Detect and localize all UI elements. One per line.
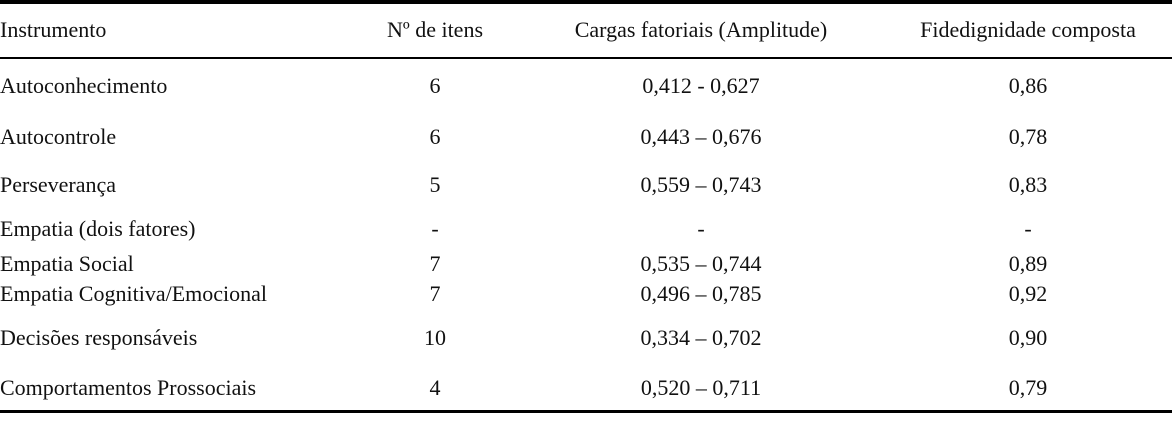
cell-instrument: Empatia Social [0,250,134,276]
cell-factor-loadings: 0,535 – 0,744 [640,250,762,276]
col-header-fidedignidade: Fidedignidade composta [920,17,1136,43]
table-header: Instrumento Nº de itens Cargas fatoriais… [0,2,1172,58]
cell-factor-loadings: - [697,215,705,241]
table-row-autoconhecimento: Autoconhecimento 6 0,412 - 0,627 0,86 [0,58,1172,113]
cell-instrument: Empatia (dois fatores) [0,215,196,241]
col-header-cargas-fatoriais: Cargas fatoriais (Amplitude) [574,17,828,43]
cell-n-items: 7 [429,250,441,276]
table-header-row: Instrumento Nº de itens Cargas fatoriais… [0,2,1172,58]
col-header-instrumento: Instrumento [0,17,107,43]
cell-factor-loadings: 0,412 - 0,627 [642,72,760,98]
cell-instrument: Autoconhecimento [0,72,168,98]
table-row-empatia-cognitiva: Empatia Cognitiva/Emocional 7 0,496 – 0,… [0,279,1172,310]
cell-n-items: 4 [429,374,441,400]
col-header-n-itens: Nº de itens [386,17,484,43]
cell-factor-loadings: 0,443 – 0,676 [640,124,762,150]
table-row-empatia-group: Empatia (dois fatores) - - - [0,209,1172,249]
cell-instrument: Perseverança [0,172,117,198]
table-row-comportamentos-prossociais: Comportamentos Prossociais 4 0,520 – 0,7… [0,366,1172,411]
table-row-perseveranca: Perseverança 5 0,559 – 0,743 0,83 [0,162,1172,209]
cell-factor-loadings: 0,520 – 0,711 [640,374,762,400]
cell-composite-reliability: 0,89 [1008,250,1048,276]
cell-factor-loadings: 0,334 – 0,702 [640,324,762,350]
cell-composite-reliability: 0,78 [1008,124,1048,150]
cell-factor-loadings: 0,559 – 0,743 [640,172,762,198]
cell-composite-reliability: 0,90 [1008,324,1048,350]
cell-n-items: - [431,215,439,241]
cell-instrument: Comportamentos Prossociais [0,374,257,400]
cell-n-items: 7 [429,281,441,307]
cell-composite-reliability: 0,92 [1008,281,1048,307]
cell-n-items: 6 [429,72,441,98]
cell-instrument: Empatia Cognitiva/Emocional [0,281,267,307]
cell-composite-reliability: 0,79 [1008,374,1048,400]
cell-factor-loadings: 0,496 – 0,785 [640,281,762,307]
table-row-empatia-social: Empatia Social 7 0,535 – 0,744 0,89 [0,249,1172,279]
table-row-decisoes-responsaveis: Decisões responsáveis 10 0,334 – 0,702 0… [0,310,1172,366]
cell-n-items: 6 [429,124,441,150]
cell-n-items: 10 [424,324,446,350]
table-row-autocontrole: Autocontrole 6 0,443 – 0,676 0,78 [0,113,1172,162]
cell-composite-reliability: 0,86 [1008,72,1048,98]
cell-composite-reliability: 0,83 [1008,172,1048,198]
cell-n-items: 5 [429,172,441,198]
results-table: Instrumento Nº de itens Cargas fatoriais… [0,0,1172,413]
cell-instrument: Decisões responsáveis [0,324,198,350]
cell-composite-reliability: - [1024,215,1032,241]
table-body: Autoconhecimento 6 0,412 - 0,627 0,86 Au… [0,58,1172,411]
cell-instrument: Autocontrole [0,124,117,150]
